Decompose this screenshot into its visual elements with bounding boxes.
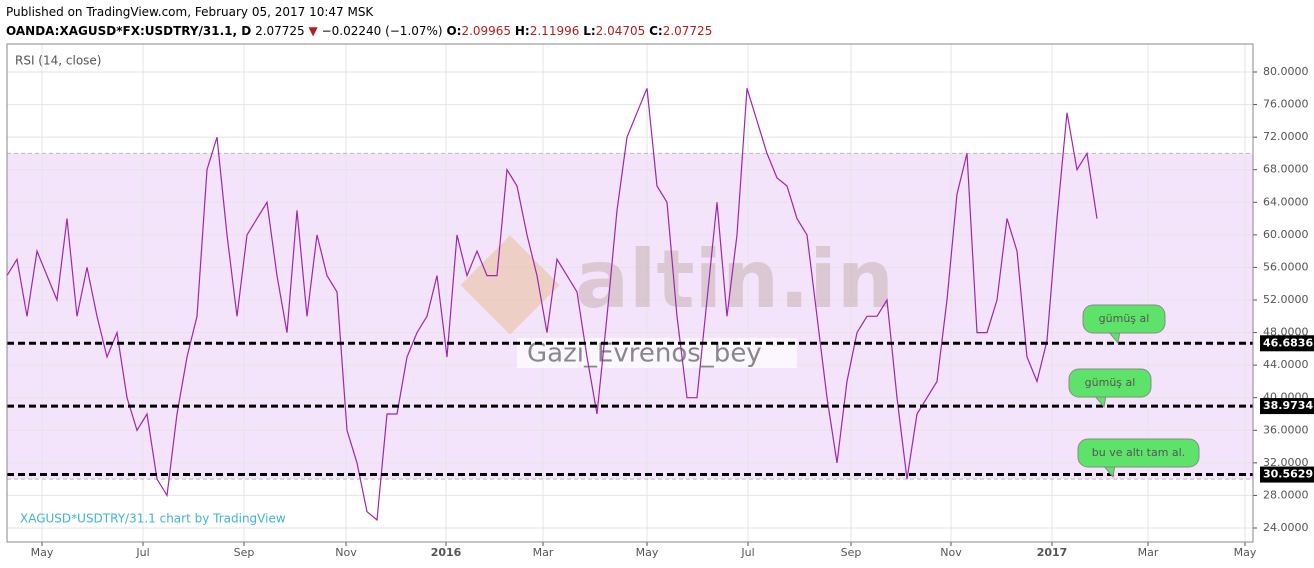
x-tick-label: Sep bbox=[841, 546, 862, 559]
quote-line: OANDA:XAGUSD*FX:USDTRY/31.1, D 2.07725 ▼… bbox=[6, 22, 712, 41]
last: 2.07725 bbox=[255, 24, 305, 38]
x-tick-label: Nov bbox=[940, 546, 962, 559]
close: 2.07725 bbox=[662, 24, 713, 38]
y-tick-label: 52.0000 bbox=[1263, 293, 1309, 306]
plot-frame bbox=[6, 43, 1254, 543]
high: 2.11996 bbox=[529, 24, 580, 38]
y-tick-label: 56.0000 bbox=[1263, 260, 1309, 273]
x-tick-label: May bbox=[636, 546, 659, 559]
y-tick-label: 32.0000 bbox=[1263, 456, 1309, 469]
level-label: 30.5629 bbox=[1263, 468, 1313, 481]
logo: altin.in bbox=[575, 233, 894, 326]
y-tick-label: 80.0000 bbox=[1263, 65, 1309, 78]
close-label: C: bbox=[649, 24, 663, 38]
open: 2.09965 bbox=[461, 24, 512, 38]
indicator-title: RSI (14, close) bbox=[15, 54, 101, 68]
y-tick-label: 72.0000 bbox=[1263, 130, 1309, 143]
y-tick-label: 44.0000 bbox=[1263, 358, 1309, 371]
rsi-line bbox=[6, 88, 1098, 522]
y-tick-label: 60.0000 bbox=[1263, 228, 1309, 241]
annotation: gümüş al bbox=[1085, 376, 1136, 389]
y-tick-label: 68.0000 bbox=[1263, 163, 1309, 176]
level-tag bbox=[1260, 398, 1314, 415]
x-tick-label: Sep bbox=[234, 546, 255, 559]
x-tick-label: Jul bbox=[740, 546, 754, 559]
x-tick-label: Nov bbox=[335, 546, 357, 559]
x-tick-label: Mar bbox=[533, 546, 554, 559]
x-tick-label: 2016 bbox=[431, 546, 462, 559]
x-tick-label: May bbox=[31, 546, 54, 559]
annotation: gümüş al bbox=[1099, 312, 1150, 325]
x-tick-label: Mar bbox=[1138, 546, 1159, 559]
y-tick-label: 36.0000 bbox=[1263, 423, 1309, 436]
level-tag bbox=[1260, 335, 1314, 352]
change: −0.02240 (−1.07%) bbox=[321, 24, 443, 38]
y-tick-label: 24.0000 bbox=[1263, 521, 1309, 534]
down-arrow: ▼ bbox=[308, 24, 318, 38]
header: Published on TradingView.com, February 0… bbox=[6, 3, 712, 41]
bubble bbox=[1082, 304, 1166, 334]
watermark: XAGUSD*USDTRY/31.1 chart by TradingView bbox=[20, 512, 286, 526]
symbol: OANDA:XAGUSD*FX:USDTRY/31.1, D bbox=[6, 24, 252, 38]
high-label: H: bbox=[514, 24, 530, 38]
low: 2.04705 bbox=[595, 24, 646, 38]
y-tick-label: 76.0000 bbox=[1263, 98, 1309, 111]
y-tick-label: 64.0000 bbox=[1263, 195, 1309, 208]
bubble bbox=[1077, 438, 1200, 468]
x-tick-label: Jul bbox=[135, 546, 149, 559]
level-tag bbox=[1260, 466, 1314, 483]
open-label: O: bbox=[446, 24, 462, 38]
rsi-band bbox=[7, 153, 1253, 480]
published: Published on TradingView.com, February 0… bbox=[6, 5, 374, 19]
level-label: 46.6836 bbox=[1263, 336, 1313, 349]
x-tick-label: May bbox=[1234, 546, 1257, 559]
level-label: 38.9734 bbox=[1263, 399, 1313, 412]
annotation: bu ve altı tam al. bbox=[1092, 446, 1185, 459]
y-tick-label: 28.0000 bbox=[1263, 488, 1309, 501]
bubble bbox=[1068, 368, 1152, 398]
low-label: L: bbox=[583, 24, 596, 38]
x-tick-label: 2017 bbox=[1037, 546, 1068, 559]
